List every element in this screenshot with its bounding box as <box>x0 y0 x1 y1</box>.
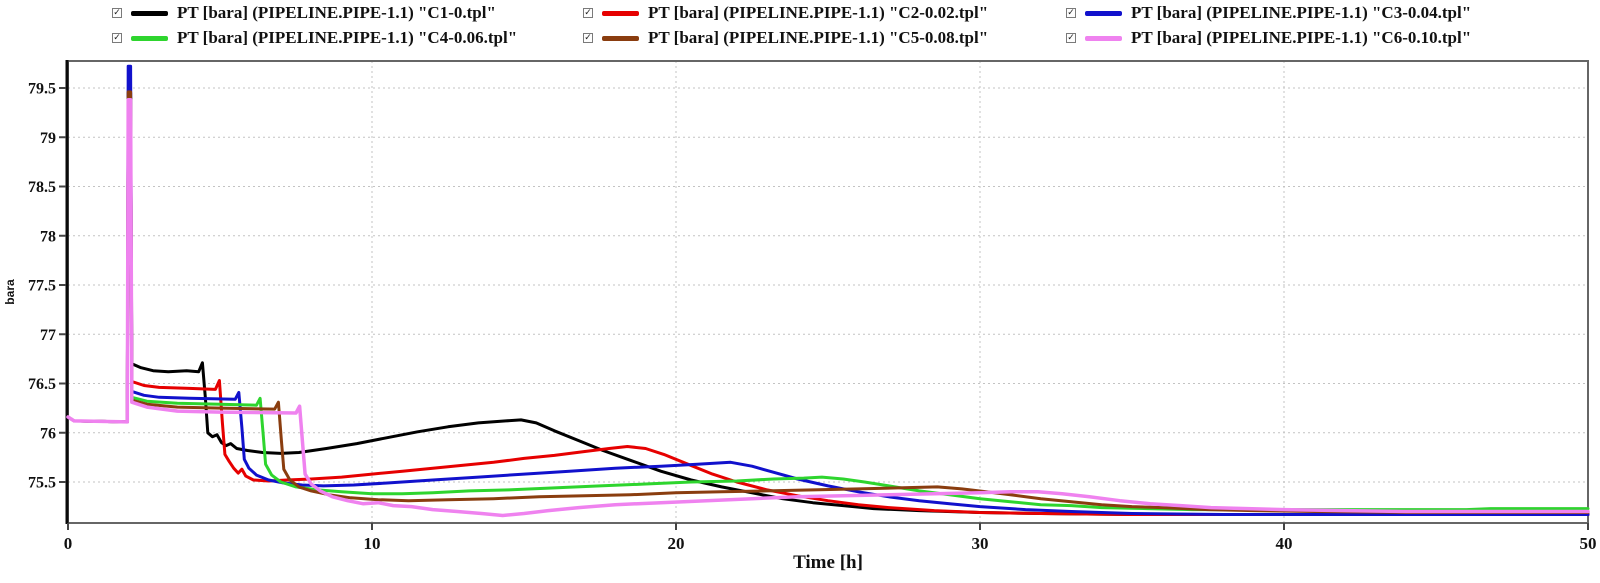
x-tick-label: 10 <box>364 534 381 553</box>
series-line-C1-0.tpl <box>66 91 1590 516</box>
legend-label: PT [bara] (PIPELINE.PIPE-1.1) "C1-0.tpl" <box>177 3 496 22</box>
checkbox-icon[interactable]: ✓ <box>1066 32 1076 43</box>
x-tick-label: 40 <box>1276 534 1293 553</box>
x-tick-label: 50 <box>1580 534 1597 553</box>
legend-label: PT [bara] (PIPELINE.PIPE-1.1) "C5-0.08.t… <box>648 28 989 47</box>
y-tick-label: 76 <box>40 425 56 442</box>
y-tick-label: 76.5 <box>28 376 56 393</box>
legend-item-c6[interactable]: ✓ PT [bara] (PIPELINE.PIPE-1.1) "C6-0.10… <box>1066 27 1471 49</box>
series-line-C6-0.10.tpl <box>66 98 1590 518</box>
checkbox-icon[interactable]: ✓ <box>583 7 593 18</box>
checkbox-icon[interactable]: ✓ <box>112 7 122 18</box>
y-tick-label: 77.5 <box>28 278 56 295</box>
y-tick-label: 75.5 <box>28 475 56 492</box>
series-line-C3-0.04.tpl <box>66 64 1590 516</box>
legend-label: PT [bara] (PIPELINE.PIPE-1.1) "C2-0.02.t… <box>648 3 989 22</box>
x-tick-label: 0 <box>64 534 73 553</box>
x-tick-label: 20 <box>668 534 685 553</box>
legend-item-c1[interactable]: ✓ PT [bara] (PIPELINE.PIPE-1.1) "C1-0.tp… <box>112 2 496 24</box>
series-line-C5-0.08.tpl <box>66 90 1590 514</box>
checkbox-icon[interactable]: ✓ <box>1066 7 1076 18</box>
checkbox-icon[interactable]: ✓ <box>583 32 593 43</box>
series-color-swatch <box>1085 10 1122 16</box>
legend-item-c3[interactable]: ✓ PT [bara] (PIPELINE.PIPE-1.1) "C3-0.04… <box>1066 2 1471 24</box>
series-color-swatch <box>1085 35 1122 41</box>
legend-label: PT [bara] (PIPELINE.PIPE-1.1) "C3-0.04.t… <box>1131 3 1472 22</box>
y-tick-label: 78.5 <box>28 179 56 196</box>
y-tick-label: 77 <box>40 327 56 344</box>
legend-label: PT [bara] (PIPELINE.PIPE-1.1) "C6-0.10.t… <box>1131 28 1472 47</box>
series-color-swatch <box>602 35 639 41</box>
y-tick-label: 78 <box>40 228 56 245</box>
series-line-C2-0.02.tpl <box>66 96 1590 516</box>
y-tick-label: 79 <box>40 130 56 147</box>
checkbox-icon[interactable]: ✓ <box>112 32 122 43</box>
y-axis-title: bara <box>3 279 17 305</box>
legend-item-c4[interactable]: ✓ PT [bara] (PIPELINE.PIPE-1.1) "C4-0.06… <box>112 27 517 49</box>
legend-item-c2[interactable]: ✓ PT [bara] (PIPELINE.PIPE-1.1) "C2-0.02… <box>583 2 988 24</box>
legend-item-c5[interactable]: ✓ PT [bara] (PIPELINE.PIPE-1.1) "C5-0.08… <box>583 27 988 49</box>
series-color-swatch <box>602 10 639 16</box>
series-color-swatch <box>131 35 168 41</box>
x-axis-title: Time [h] <box>793 552 863 573</box>
legend-label: PT [bara] (PIPELINE.PIPE-1.1) "C4-0.06.t… <box>177 28 518 47</box>
y-tick-label: 79.5 <box>28 81 56 98</box>
series-color-swatch <box>131 10 168 16</box>
x-tick-label: 30 <box>972 534 989 553</box>
series-line-C4-0.06.tpl <box>66 96 1590 512</box>
